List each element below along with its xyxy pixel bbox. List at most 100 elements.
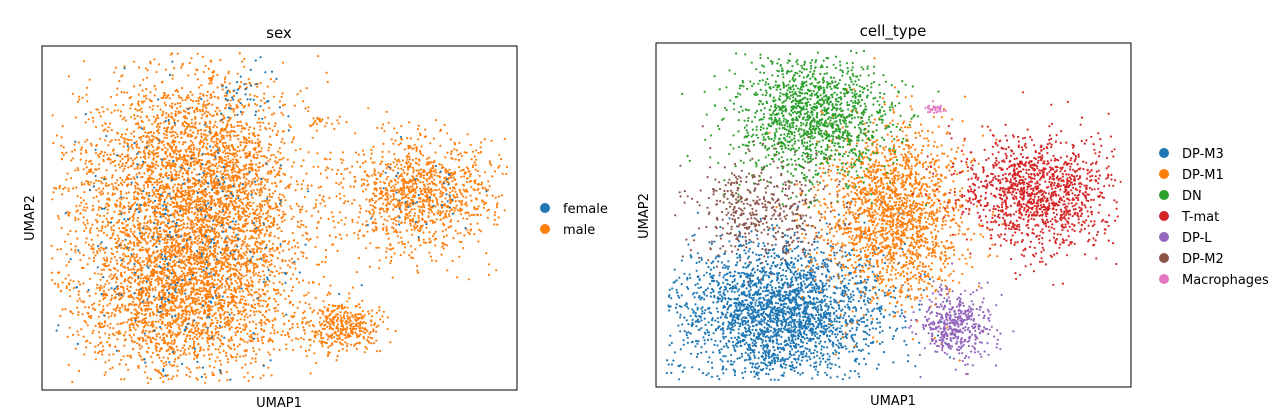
scatter-point-male [171, 300, 174, 303]
scatter-point-male [184, 243, 188, 246]
scatter-point-male [97, 167, 100, 170]
scatter-point-male [115, 93, 118, 96]
scatter-point-male [107, 264, 110, 267]
scatter-point-male [112, 152, 116, 155]
scatter-point-male [127, 309, 130, 312]
scatter-point-male [137, 102, 140, 105]
scatter-point-male [171, 74, 174, 77]
scatter-point-male [170, 335, 173, 338]
scatter-point-male [138, 303, 141, 307]
scatter-point-male [155, 195, 158, 198]
scatter-point-male [211, 314, 214, 318]
scatter-point-male [191, 231, 194, 234]
scatter-point-male [255, 310, 258, 313]
scatter-point-male [172, 164, 175, 167]
scatter-point-male [116, 262, 119, 265]
scatter-point-male [203, 263, 207, 266]
scatter-point-male [204, 180, 208, 183]
scatter-point-male [200, 214, 203, 217]
scatter-point-male [183, 282, 187, 285]
scatter-point-male [123, 155, 126, 158]
scatter-point-male [164, 152, 167, 155]
scatter-point-male [324, 256, 327, 259]
scatter-point-male [127, 183, 130, 186]
scatter-point-male [266, 266, 269, 269]
scatter-point-male [193, 185, 196, 188]
scatter-point-male [172, 309, 175, 312]
scatter-point-male [302, 179, 305, 182]
scatter-point-male [257, 166, 260, 169]
scatter-point-male [277, 214, 280, 217]
scatter-point-male [181, 164, 184, 168]
scatter-point-male [83, 183, 86, 186]
scatter-point-male [193, 123, 196, 126]
scatter-point-male [115, 331, 118, 334]
scatter-point-male [126, 321, 129, 324]
scatter-point-male [197, 289, 200, 292]
scatter-point-male [180, 305, 183, 308]
scatter-point-male [197, 155, 200, 158]
scatter-point-male [281, 330, 284, 333]
scatter-point-male [189, 371, 192, 374]
scatter-point-male [148, 174, 151, 177]
scatter-point-male [82, 335, 85, 338]
scatter-point-male [222, 274, 225, 277]
scatter-point-male [221, 151, 224, 154]
scatter-point-male [165, 96, 168, 99]
scatter-point-male [137, 351, 140, 354]
scatter-point-male [100, 150, 103, 153]
scatter-point-male [158, 233, 161, 236]
scatter-point-male [104, 262, 107, 265]
scatter-point-male [118, 219, 121, 222]
scatter-point-male [113, 203, 117, 206]
scatter-point-male [189, 145, 192, 148]
scatter-point-male [158, 332, 161, 335]
scatter-point-male [151, 189, 154, 192]
scatter-point-male [157, 181, 161, 184]
scatter-point-male [122, 289, 125, 292]
scatter-point-male [193, 181, 196, 184]
scatter-point-male [111, 366, 114, 369]
scatter-point-male [156, 114, 159, 117]
scatter-point-male [273, 329, 276, 332]
scatter-point-male [259, 208, 262, 211]
scatter-point-male [177, 176, 180, 179]
scatter-point-male [178, 154, 181, 157]
scatter-point-male [132, 217, 135, 220]
scatter-point-male [148, 166, 151, 169]
scatter-point-male [109, 140, 112, 143]
scatter-point-male [235, 306, 239, 309]
scatter-point-male [111, 216, 114, 219]
scatter-point-male [149, 324, 152, 327]
scatter-point-male [282, 315, 285, 318]
scatter-point-male [111, 332, 114, 335]
scatter-point-male [94, 179, 98, 182]
scatter-point-male [149, 164, 152, 167]
scatter-point-male [192, 148, 195, 151]
scatter-point-male [138, 311, 141, 315]
scatter-point-male [206, 279, 209, 283]
scatter-point-male [105, 203, 108, 206]
scatter-point-male [127, 368, 130, 371]
scatter-point-male [156, 179, 159, 182]
scatter-point-male [224, 310, 227, 314]
scatter-point-male [322, 195, 325, 198]
scatter-point-male [150, 308, 153, 311]
scatter-point-male [282, 61, 285, 64]
scatter-point-male [94, 254, 97, 257]
scatter-point-male [153, 181, 156, 184]
scatter-point-male [246, 263, 249, 266]
scatter-point-male [107, 204, 111, 207]
scatter-point-male [149, 281, 152, 284]
scatter-point-male [286, 158, 289, 161]
scatter-point-male [190, 118, 193, 121]
scatter-point-male [335, 181, 338, 185]
scatter-point-male [258, 202, 261, 205]
scatter-point-male [259, 377, 262, 380]
scatter-point-male [123, 206, 127, 209]
scatter-point-male [192, 282, 195, 285]
scatter-point-male [209, 180, 212, 183]
scatter-point-male [256, 291, 259, 294]
scatter-point-male [124, 165, 127, 168]
scatter-point-male [224, 246, 227, 250]
